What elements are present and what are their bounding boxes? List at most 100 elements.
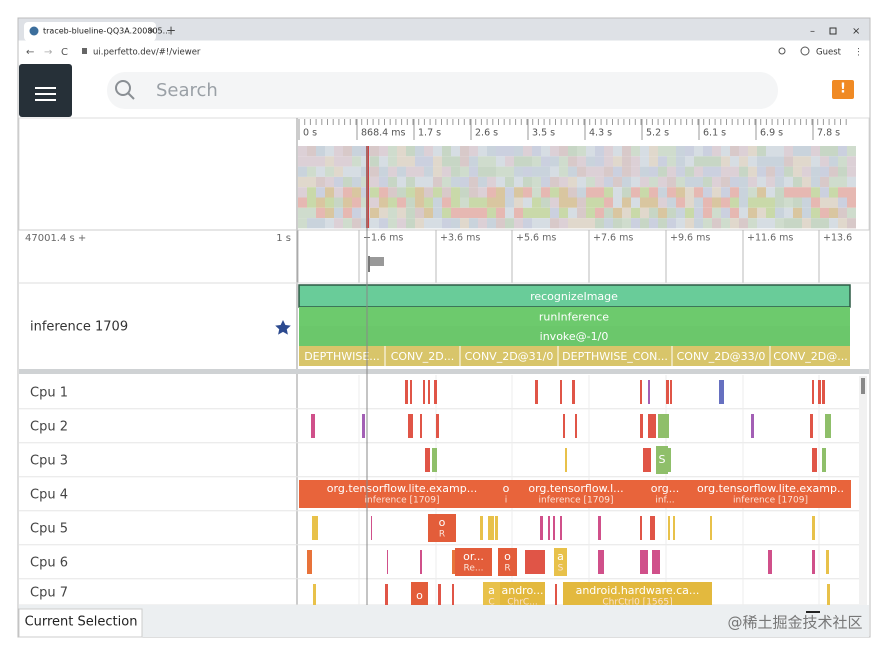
- sched-slice[interactable]: [452, 584, 454, 608]
- sched-slice[interactable]: [560, 516, 562, 540]
- sched-slice[interactable]: [640, 414, 643, 438]
- sched-slice[interactable]: [598, 550, 604, 574]
- sched-slice[interactable]: [563, 414, 565, 438]
- zoom-icon[interactable]: [778, 47, 786, 55]
- sched-slice[interactable]: [572, 380, 575, 404]
- sched-slice[interactable]: [405, 380, 408, 404]
- sched-slice[interactable]: [362, 414, 365, 438]
- sched-slice[interactable]: [553, 516, 555, 540]
- sched-slice[interactable]: [423, 380, 425, 404]
- sched-slice[interactable]: [313, 584, 316, 608]
- panel-resize[interactable]: [806, 611, 820, 613]
- sched-slice[interactable]: [436, 414, 439, 438]
- sched-slice[interactable]: [670, 380, 672, 404]
- back[interactable]: ←: [26, 47, 34, 58]
- url[interactable]: ui.perfetto.dev/#!/viewer: [93, 48, 201, 58]
- sched-slice[interactable]: [818, 380, 821, 404]
- slice[interactable]: [299, 307, 850, 326]
- sched-slice[interactable]: [719, 380, 724, 404]
- sched-slice[interactable]: [768, 550, 772, 574]
- sched-slice[interactable]: [822, 380, 825, 404]
- sched-slice[interactable]: [540, 516, 543, 540]
- close-window[interactable]: ×: [852, 26, 860, 37]
- sched-slice[interactable]: [411, 582, 428, 610]
- sched-slice[interactable]: [751, 414, 754, 438]
- sched-slice[interactable]: [307, 550, 312, 574]
- hamburger-button[interactable]: [19, 64, 72, 117]
- sched-slice[interactable]: [812, 380, 814, 404]
- search-box[interactable]: [107, 72, 778, 109]
- sched-slice[interactable]: [648, 380, 650, 404]
- sched-slice[interactable]: [434, 380, 437, 404]
- sched-slice[interactable]: [548, 516, 550, 540]
- sched-slice[interactable]: [825, 414, 831, 438]
- sched-slice[interactable]: [387, 550, 388, 574]
- sched-slice[interactable]: [428, 514, 456, 542]
- sched-slice[interactable]: [371, 516, 372, 540]
- sched-slice[interactable]: [488, 516, 494, 540]
- sched-slice[interactable]: [410, 380, 412, 404]
- sched-slice[interactable]: [455, 548, 492, 576]
- maximize[interactable]: [829, 27, 837, 35]
- panel-tab[interactable]: [18, 608, 143, 638]
- sched-slice[interactable]: [311, 414, 315, 438]
- sched-slice[interactable]: [640, 480, 690, 508]
- sched-slice[interactable]: [512, 480, 640, 508]
- sched-slice[interactable]: [554, 548, 567, 576]
- sched-slice[interactable]: [432, 448, 437, 472]
- sched-slice[interactable]: [827, 584, 830, 608]
- sched-slice[interactable]: [668, 516, 670, 540]
- slice[interactable]: [299, 326, 850, 346]
- sched-slice[interactable]: [658, 414, 666, 438]
- new-tab[interactable]: +: [166, 24, 176, 38]
- menu-dots[interactable]: ⋮: [854, 48, 863, 58]
- tab[interactable]: [24, 22, 156, 41]
- sched-slice[interactable]: [640, 516, 642, 540]
- sched-slice[interactable]: [312, 516, 318, 540]
- sched-slice[interactable]: [810, 414, 813, 438]
- sched-slice[interactable]: [652, 550, 660, 574]
- sched-slice[interactable]: [408, 414, 413, 438]
- sched-slice[interactable]: [420, 414, 422, 438]
- sched-slice[interactable]: [555, 584, 557, 608]
- sched-slice[interactable]: [822, 448, 826, 472]
- sched-slice[interactable]: [452, 550, 455, 574]
- sched-slice[interactable]: [480, 516, 483, 540]
- sched-slice[interactable]: [525, 550, 545, 574]
- sched-slice[interactable]: [643, 448, 651, 472]
- sched-slice[interactable]: [710, 516, 712, 540]
- sched-slice[interactable]: [500, 480, 512, 508]
- sched-slice[interactable]: [812, 448, 817, 472]
- sched-slice[interactable]: [560, 380, 562, 404]
- scrollbar-thumb[interactable]: [861, 378, 865, 394]
- profile-name[interactable]: Guest: [816, 48, 842, 58]
- sched-slice[interactable]: [812, 550, 815, 574]
- sched-slice[interactable]: [648, 414, 656, 438]
- scrollbar[interactable]: [859, 376, 867, 605]
- sched-slice[interactable]: [483, 582, 500, 610]
- sched-slice[interactable]: [640, 550, 648, 574]
- reload[interactable]: C: [61, 47, 68, 58]
- pin-star[interactable]: [275, 320, 291, 335]
- sched-slice[interactable]: [666, 414, 669, 438]
- minimize[interactable]: –: [810, 26, 815, 37]
- alert-button[interactable]: [832, 80, 854, 99]
- profile-icon[interactable]: [800, 46, 810, 56]
- sched-slice[interactable]: [598, 516, 601, 540]
- sched-slice[interactable]: [428, 380, 430, 404]
- sched-slice[interactable]: [425, 448, 430, 472]
- sched-slice[interactable]: [299, 480, 505, 508]
- sched-slice[interactable]: [826, 550, 829, 574]
- sched-slice[interactable]: [640, 380, 642, 404]
- sched-slice[interactable]: [666, 380, 669, 404]
- sched-slice[interactable]: [575, 414, 577, 438]
- sched-slice[interactable]: [565, 448, 567, 472]
- sched-slice[interactable]: [690, 480, 851, 508]
- sched-slice[interactable]: [656, 446, 668, 474]
- sched-slice[interactable]: [812, 516, 815, 540]
- sched-slice[interactable]: [495, 516, 498, 540]
- sched-slice[interactable]: [498, 548, 517, 576]
- sched-slice[interactable]: [668, 448, 671, 472]
- sched-slice[interactable]: [673, 516, 675, 540]
- sched-slice[interactable]: [535, 380, 538, 404]
